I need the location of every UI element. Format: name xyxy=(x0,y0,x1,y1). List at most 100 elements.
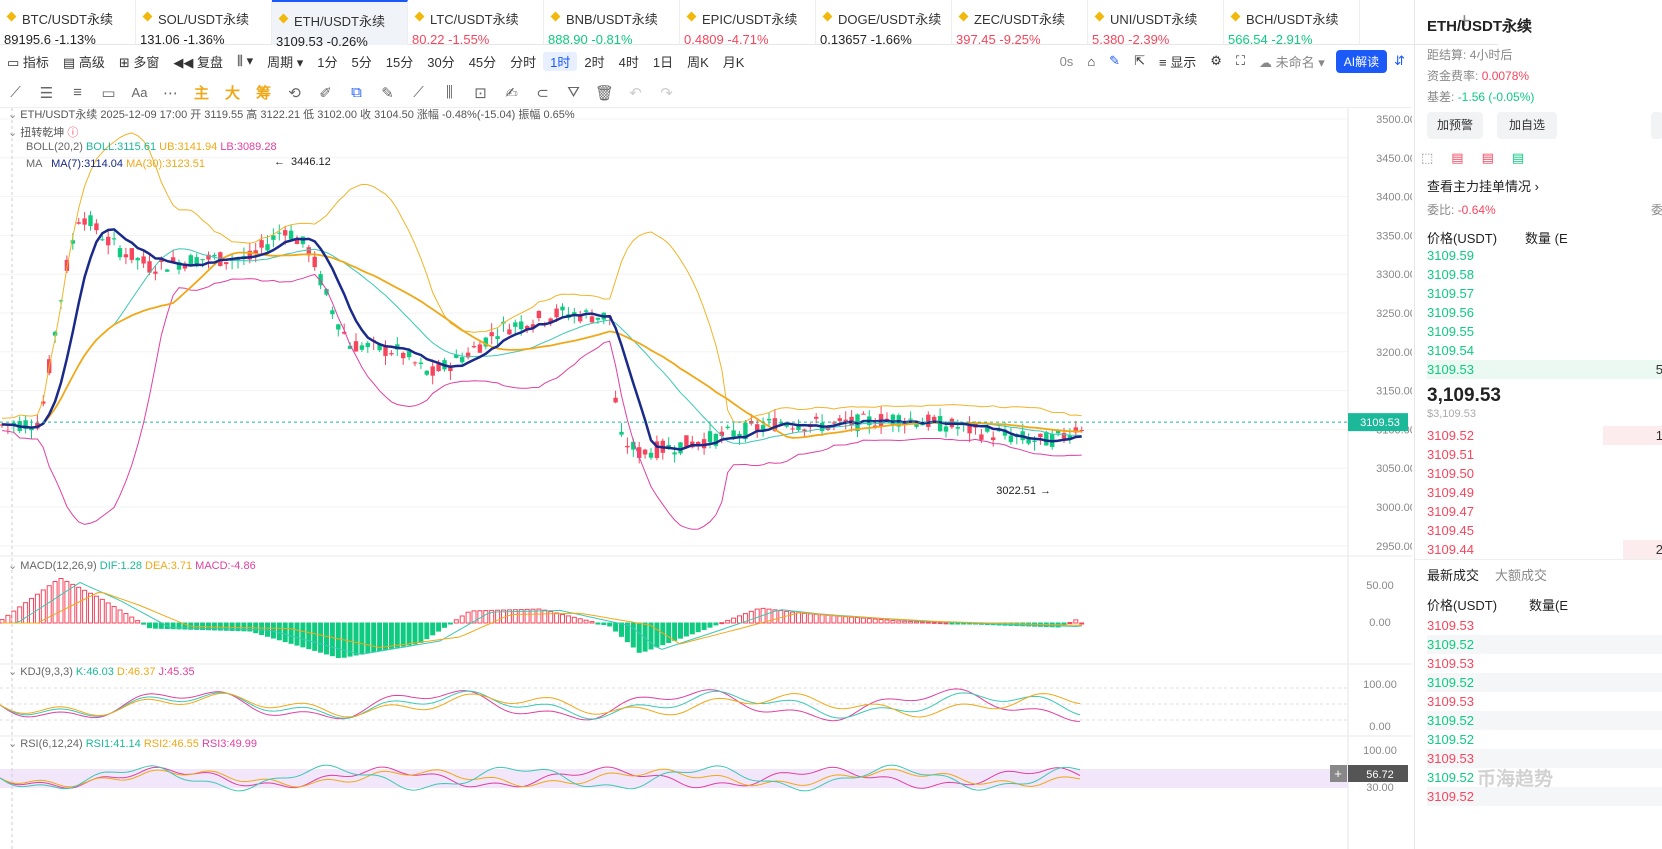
interval-0[interactable]: 1分 xyxy=(317,54,338,70)
settings-icon[interactable]: ⚙ xyxy=(1210,53,1222,68)
filter-icon[interactable]: ⛛ xyxy=(567,84,580,101)
interval-10[interactable]: 周K xyxy=(687,54,709,70)
ticker-btc[interactable]: BTC/USDT永续 89195.6 -1.13% xyxy=(0,0,136,47)
line-tool-icon[interactable]: ⟋ xyxy=(10,84,21,101)
trash-icon[interactable]: 🗑 xyxy=(594,84,615,102)
ticker-bch[interactable]: BCH/USDT永续 566.54 -2.91% xyxy=(1224,0,1360,47)
ask-row[interactable]: 3109.57 xyxy=(1427,286,1474,301)
funding-rate-info: 资金费率: 0.0078% xyxy=(1427,69,1530,83)
add-watchlist-button[interactable]: 加自选 xyxy=(1497,112,1557,139)
macd-bar xyxy=(595,622,601,625)
ai-analysis-button[interactable]: AI解读 xyxy=(1335,49,1388,73)
ticker-uni[interactable]: UNI/USDT永续 5.380 -2.39% xyxy=(1088,0,1224,47)
ticker-doge[interactable]: DOGE/USDT永续 0.13657 -1.66% xyxy=(816,0,952,47)
ask-row[interactable]: 3109.55 xyxy=(1427,324,1474,339)
ticker-ltc[interactable]: LTC/USDT永续 80.22 -1.55% xyxy=(408,0,544,47)
ticker-sol[interactable]: SOL/USDT永续 131.06 -1.36% xyxy=(136,0,272,47)
text-tool-icon[interactable]: Aa xyxy=(131,85,148,100)
view-list-icon[interactable]: ▤ xyxy=(1511,150,1525,165)
interval-8[interactable]: 4时 xyxy=(618,54,639,70)
layout-icon[interactable]: ⇱ xyxy=(1134,53,1145,68)
fullscreen-icon[interactable]: ⛶ xyxy=(1235,53,1245,68)
macd-bar xyxy=(536,608,542,624)
interval-4[interactable]: 45分 xyxy=(468,54,497,70)
main-force-label[interactable]: 主 xyxy=(193,85,209,102)
candle-body xyxy=(377,343,382,351)
tab-large-trades[interactable]: 大额成交 xyxy=(1495,568,1548,583)
bid-row[interactable]: 3109.51 xyxy=(1427,447,1474,462)
interval-2[interactable]: 15分 xyxy=(385,54,414,70)
multi-window-button[interactable]: ⊞ 多窗 xyxy=(118,54,160,70)
macd-bar xyxy=(259,622,265,635)
cloud-save-button[interactable]: ☁ 未命名 ▾ xyxy=(1258,54,1325,70)
ticker-bnb[interactable]: BNB/USDT永续 888.90 -0.81% xyxy=(544,0,680,47)
ask-row[interactable]: 3109.59 xyxy=(1427,248,1474,263)
interval-5[interactable]: 分时 xyxy=(510,54,537,70)
candle-body xyxy=(731,430,736,437)
channel-tool-icon[interactable]: ≡ xyxy=(73,84,82,101)
advanced-button[interactable]: ▤ 高级 xyxy=(62,54,105,70)
macd-bar xyxy=(300,622,306,648)
interval-3[interactable]: 30分 xyxy=(427,54,455,70)
main-orders-link[interactable]: 查看主力挂单情况 › xyxy=(1427,179,1539,194)
copy-icon[interactable]: ⧉ xyxy=(351,84,362,101)
share-icon[interactable]: ⇵ xyxy=(1394,53,1405,68)
macd-bar xyxy=(772,609,778,624)
edit-icon[interactable]: ✎ xyxy=(381,84,394,102)
add-alert-button[interactable]: 加预警 xyxy=(1427,112,1483,139)
add-ticker-button[interactable]: + xyxy=(1458,8,1471,33)
ask-row[interactable]: 3109.54 xyxy=(1427,343,1474,358)
lock-icon[interactable]: ⊡ xyxy=(474,84,487,102)
hline-tool-icon[interactable]: ☰ xyxy=(39,84,54,102)
redo-icon[interactable]: ↷ xyxy=(660,84,673,102)
ticker-epic[interactable]: EPIC/USDT永续 0.4809 -4.71% xyxy=(680,0,816,47)
macd-bar xyxy=(223,622,229,631)
ruler-icon[interactable]: ⟋ xyxy=(413,84,424,101)
candle-body xyxy=(790,428,795,430)
macd-bar xyxy=(347,622,353,657)
ticker-eth[interactable]: ETH/USDT永续 3109.53 -0.26% xyxy=(272,0,408,49)
bid-row[interactable]: 3109.44 2 xyxy=(1427,540,1662,559)
interval-11[interactable]: 月K xyxy=(722,54,745,70)
pattern-icon[interactable]: ⫼ xyxy=(446,84,453,101)
more-tools-icon[interactable]: ⋯ xyxy=(163,84,178,102)
bid-row[interactable]: 3109.50 xyxy=(1427,466,1474,481)
ask-row[interactable]: 3109.58 xyxy=(1427,267,1474,282)
view-both-icon[interactable]: ⬚ xyxy=(1421,150,1434,165)
macd-info: ⌄ MACD(12,26,9) DIF:1.28 DEA:3.71 MACD:-… xyxy=(8,560,256,572)
macd-bar xyxy=(518,609,524,624)
interval-9[interactable]: 1日 xyxy=(652,54,674,70)
kline-chart[interactable]: 3500.00 3450.00 3400.00 3350.00 3300.00 3250.… xyxy=(0,108,1412,849)
magnet-icon[interactable]: ⊂ xyxy=(536,84,549,102)
chips-label[interactable]: 筹 xyxy=(255,85,271,102)
rect-tool-icon[interactable]: ▭ xyxy=(101,84,116,102)
indicator-button[interactable]: ▭ 指标 xyxy=(7,54,49,70)
undo-icon[interactable]: ↶ xyxy=(629,84,642,102)
interval-7[interactable]: 2时 xyxy=(584,54,605,70)
camera-icon[interactable]: ⌂ xyxy=(1087,53,1096,69)
view-sell-icon[interactable]: ▤ xyxy=(1481,150,1494,165)
tab-latest-trades[interactable]: 最新成交 xyxy=(1427,568,1480,583)
bid-row[interactable]: 3109.49 xyxy=(1427,485,1474,500)
interval-1[interactable]: 5分 xyxy=(351,54,372,70)
more-button[interactable] xyxy=(1651,112,1662,139)
period-dropdown[interactable]: 周期 ▾ xyxy=(267,54,304,70)
brush-icon[interactable]: ✐ xyxy=(319,84,332,102)
bid-row[interactable]: 3109.52 1 xyxy=(1427,426,1662,445)
ask-row[interactable]: 3109.53 5 xyxy=(1427,360,1662,379)
chart-type-icon[interactable]: ⫼ ▾ xyxy=(237,53,254,68)
view-buy-icon[interactable]: ▤ xyxy=(1451,150,1464,165)
pen-icon[interactable]: ✎ xyxy=(1109,53,1121,68)
interval-6[interactable]: 1时 xyxy=(543,51,578,71)
ticker-price: 5.380 -2.39% xyxy=(1092,32,1170,47)
bid-row[interactable]: 3109.45 xyxy=(1427,523,1474,538)
measure-icon[interactable]: ⟲ xyxy=(288,84,301,102)
ask-row[interactable]: 3109.56 xyxy=(1427,305,1474,320)
bid-row[interactable]: 3109.47 xyxy=(1427,504,1474,519)
replay-button[interactable]: ◀◀ 复盘 xyxy=(173,54,223,70)
candle-body xyxy=(802,429,807,432)
large-order-label[interactable]: 大 xyxy=(224,85,240,102)
note-icon[interactable]: ✍ xyxy=(505,84,518,102)
ticker-zec[interactable]: ZEC/USDT永续 397.45 -9.25% xyxy=(952,0,1088,47)
display-button[interactable]: ≡ 显示 xyxy=(1158,54,1197,70)
